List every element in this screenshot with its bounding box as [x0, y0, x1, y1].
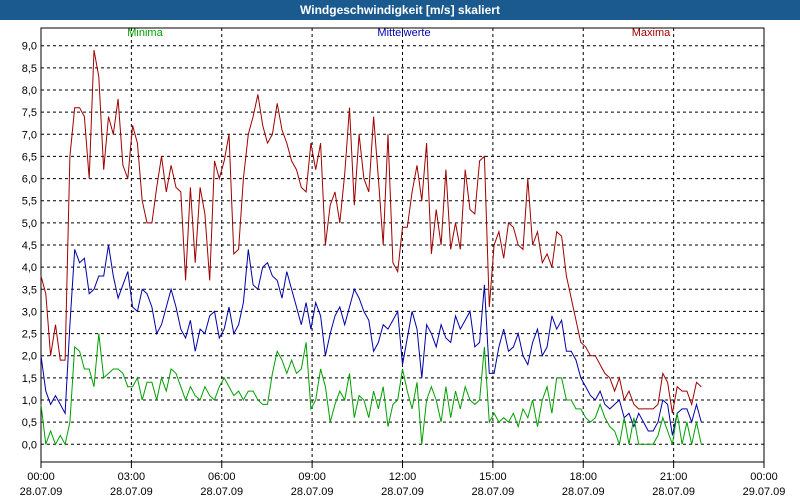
x-tick-date: 28.07.09 [471, 486, 514, 498]
x-tick-time: 12:00 [389, 471, 417, 483]
x-tick-time: 15:00 [479, 471, 507, 483]
y-tick-label: 8,0 [22, 85, 37, 97]
x-tick-date: 28.07.09 [652, 486, 695, 498]
series-line-max [40, 50, 702, 414]
x-tick-date: 28.07.09 [381, 486, 424, 498]
series-line-mean [40, 244, 702, 436]
y-tick-label: 3,0 [22, 306, 37, 318]
legend-mittelwerte: Mittelwerte [377, 27, 430, 39]
grid-lines [41, 28, 764, 462]
x-tick-time: 06:00 [208, 471, 236, 483]
x-tick-date: 28.07.09 [110, 486, 153, 498]
y-tick-label: 4,5 [22, 240, 37, 252]
y-tick-label: 0,5 [22, 417, 37, 429]
x-axis-ticks: 00:00 28.07.09 03:00 28.07.09 06:00 28.07.09 0… [20, 462, 786, 498]
x-tick-date: 28.07.09 [20, 486, 63, 498]
y-tick-label: 3,5 [22, 284, 37, 296]
x-tick-time: 21:00 [660, 471, 688, 483]
y-tick-label: 9,0 [22, 41, 37, 53]
x-tick-date: 28.07.09 [562, 486, 605, 498]
y-tick-label: 8,5 [22, 63, 37, 75]
y-tick-label: 5,5 [22, 196, 37, 208]
y-tick-label: 7,0 [22, 129, 37, 141]
legend-minima: Minima [127, 27, 163, 39]
x-tick-date: 29.07.09 [743, 486, 786, 498]
wind-speed-chart: 0,0 0,5 1,0 1,5 2,0 2,5 3,0 3,5 4,0 4,5 5,0 5,5 6,0 6… [20, 27, 786, 498]
y-tick-label: 6,0 [22, 174, 37, 186]
y-tick-label: 1,5 [22, 373, 37, 385]
x-tick-time: 18:00 [569, 471, 597, 483]
x-tick-date: 28.07.09 [291, 486, 334, 498]
y-tick-label: 0,0 [22, 439, 37, 451]
x-tick-date: 28.07.09 [200, 486, 243, 498]
x-tick-time: 03:00 [118, 471, 146, 483]
series-lines [40, 50, 702, 447]
y-tick-label: 6,5 [22, 151, 37, 163]
x-tick-time: 00:00 [27, 471, 55, 483]
legend-maxima: Maxima [632, 27, 671, 39]
window-title: Windgeschwindigkeit [m/s] skaliert [0, 0, 800, 20]
x-tick-time: 09:00 [298, 471, 326, 483]
series-line-min [40, 333, 702, 447]
y-tick-label: 2,0 [22, 351, 37, 363]
y-tick-label: 4,0 [22, 262, 37, 274]
y-tick-label: 1,0 [22, 395, 37, 407]
y-axis-ticks: 0,0 0,5 1,0 1,5 2,0 2,5 3,0 3,5 4,0 4,5 5,0 5,5 6,0 6… [22, 41, 37, 452]
x-tick-time: 00:00 [750, 471, 778, 483]
y-tick-label: 7,5 [22, 107, 37, 119]
y-tick-label: 5,0 [22, 218, 37, 230]
y-tick-label: 2,5 [22, 329, 37, 341]
